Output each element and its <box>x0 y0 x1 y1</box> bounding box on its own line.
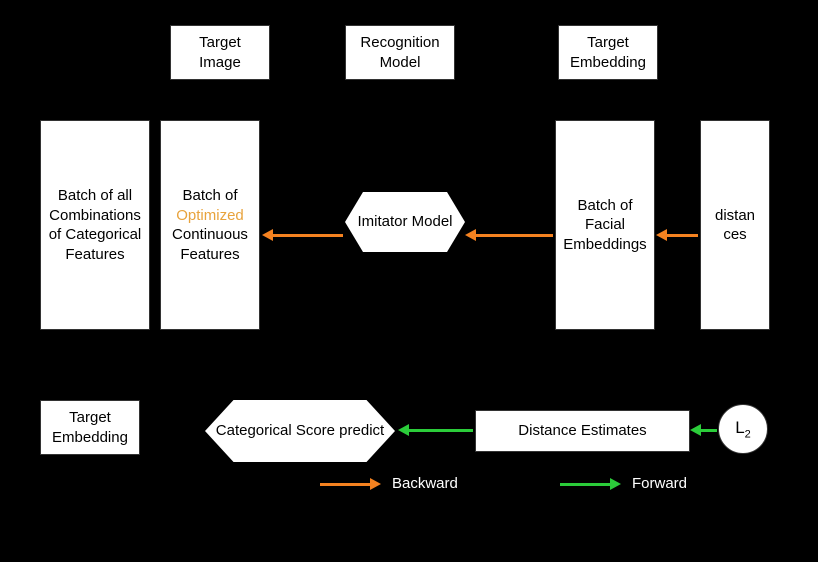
target-image-label: Target Image <box>170 25 270 80</box>
text: Imitator Model <box>357 213 452 232</box>
distances-box: distan ces <box>700 120 770 330</box>
legend-forward-label: Forward <box>632 475 687 492</box>
target-embedding-top-label: Target Embedding <box>558 25 658 80</box>
text: distan ces <box>707 206 763 245</box>
recognition-model-label: Recognition Model <box>345 25 455 80</box>
arrow-head-3 <box>656 229 667 241</box>
target-embedding-bottom-label: Target Embedding <box>40 400 140 455</box>
l2-text: L2 <box>735 418 751 440</box>
arrow-imitator-to-continuous <box>272 234 343 237</box>
arrow-head-4 <box>398 424 409 436</box>
legend-forward-arrowhead <box>610 478 621 490</box>
categorical-predict-hexagon: Categorical Score predict <box>205 400 395 462</box>
batch-continuous-box: Batch of Optimized Continuous Features <box>160 120 260 330</box>
legend-backward-label: Backward <box>392 475 458 492</box>
l2-circle: L2 <box>718 404 768 454</box>
legend-backward-arrow <box>320 483 370 486</box>
text: Target Embedding <box>565 33 651 72</box>
arrow-l2-to-distest <box>700 429 717 432</box>
arrow-facial-to-imitator <box>475 234 553 237</box>
text: Recognition Model <box>352 33 448 72</box>
arrow-distest-to-catpredict <box>408 429 473 432</box>
batch-categorical-box: Batch of all Combinations of Categorical… <box>40 120 150 330</box>
text: Batch of all Combinations of Categorical… <box>47 186 143 264</box>
legend-backward-arrowhead <box>370 478 381 490</box>
distance-estimates-box: Distance Estimates <box>475 410 690 452</box>
text: Categorical Score predict <box>216 422 384 441</box>
text: Target Embedding <box>47 408 133 447</box>
legend-forward-arrow <box>560 483 610 486</box>
arrow-head-1 <box>262 229 273 241</box>
arrow-distances-to-facial <box>666 234 698 237</box>
text: Batch of Facial Embeddings <box>562 196 648 255</box>
text: Target Image <box>177 33 263 72</box>
imitator-model-hexagon: Imitator Model <box>345 192 465 252</box>
text: Distance Estimates <box>518 421 646 441</box>
batch-facial-box: Batch of Facial Embeddings <box>555 120 655 330</box>
text: Batch of Optimized Continuous Features <box>167 186 253 264</box>
arrow-head-2 <box>465 229 476 241</box>
arrow-head-5 <box>690 424 701 436</box>
